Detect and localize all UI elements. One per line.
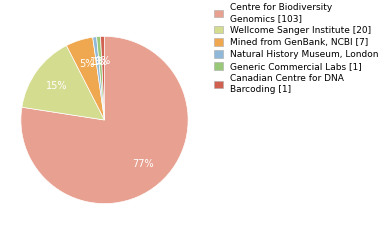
Wedge shape [66,37,105,120]
Text: 1%: 1% [93,57,108,67]
Text: 1%: 1% [90,57,105,67]
Legend: Centre for Biodiversity
Genomics [103], Wellcome Sanger Institute [20], Mined fr: Centre for Biodiversity Genomics [103], … [214,3,380,94]
Wedge shape [93,37,105,120]
Text: 1%: 1% [95,56,111,66]
Text: 5%: 5% [79,59,95,69]
Text: 15%: 15% [46,81,68,91]
Wedge shape [97,36,104,120]
Wedge shape [22,46,105,120]
Text: 77%: 77% [132,159,154,169]
Wedge shape [21,36,188,204]
Wedge shape [101,36,104,120]
